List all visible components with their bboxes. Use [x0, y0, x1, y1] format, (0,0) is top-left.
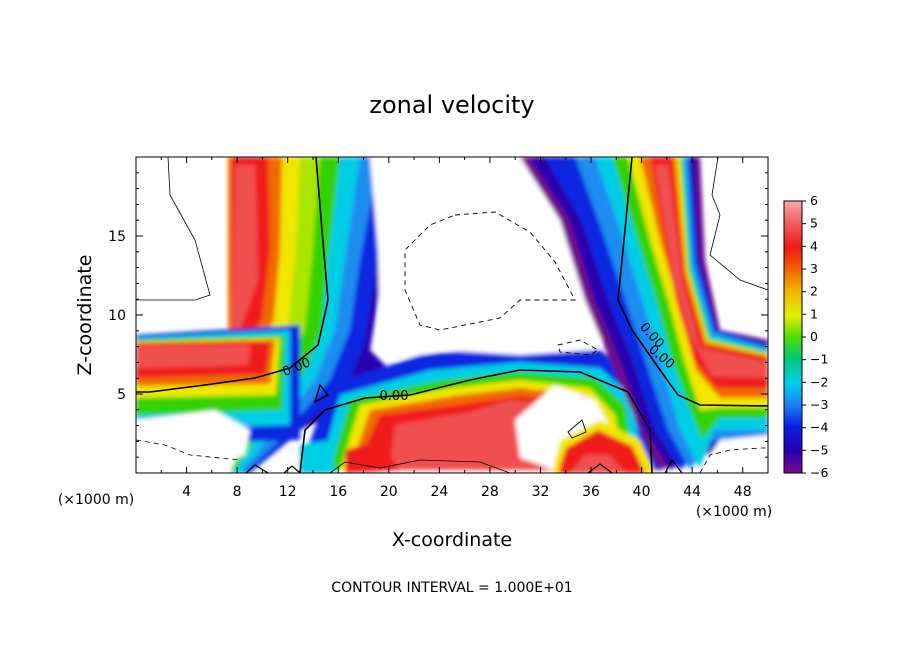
field-band [700, 435, 768, 473]
contour-line [136, 439, 241, 461]
x-tick-label: 40 [633, 484, 651, 500]
colorbar-tick-label: 0 [810, 329, 818, 344]
x-tick-label: 44 [683, 484, 701, 500]
zero-contour [136, 157, 329, 393]
colorbar-tick-label: −3 [810, 397, 828, 412]
x-tick-label: 12 [279, 484, 297, 500]
colorbar-tick-label: −5 [810, 442, 828, 457]
contour-line [709, 157, 768, 291]
field-band [300, 440, 335, 473]
x-tick-label: 24 [430, 484, 448, 500]
colorbar-tick-label: 6 [810, 193, 818, 208]
chart-title: zonal velocity [369, 91, 534, 119]
x-unit-right: (×1000 m) [696, 504, 772, 520]
colorbar-tick-label: 2 [810, 284, 818, 299]
x-tick-label: 4 [182, 484, 191, 500]
x-tick-label: 36 [582, 484, 600, 500]
contour-line [567, 419, 587, 439]
colorbar-tick-label: −1 [810, 352, 828, 367]
field-band [232, 165, 258, 330]
field-band [655, 165, 768, 378]
dashed-contour [404, 211, 576, 331]
y-tick-label: 15 [108, 229, 126, 245]
contour-line [329, 459, 511, 473]
contour-line [283, 465, 301, 473]
x-tick-label: 16 [329, 484, 347, 500]
y-axis-ticks: 5 10 15 [108, 172, 768, 458]
field-white-dome [370, 157, 610, 360]
contour-interval-note: CONTOUR INTERVAL = 1.000E+01 [331, 580, 572, 596]
contour-label: 0.00 [380, 389, 409, 404]
x-tick-label: 28 [481, 484, 499, 500]
y-axis-label: Z-coordinate [74, 255, 96, 376]
colorbar-tick-label: 1 [810, 306, 818, 321]
contour-line [699, 447, 768, 473]
y-tick-label: 5 [117, 387, 126, 403]
y-tick-label: 10 [108, 308, 126, 324]
colorbar-tick-label: −2 [810, 374, 828, 389]
zero-contour [617, 157, 768, 407]
colorbar-tick-label: 3 [810, 261, 818, 276]
field-layer [136, 157, 768, 473]
x-axis-label: X-coordinate [392, 529, 512, 551]
colorbar-tick-label: 5 [810, 216, 818, 231]
zero-contour [299, 369, 653, 473]
contour-line [587, 463, 613, 473]
colorbar-tick-label: 4 [810, 238, 818, 253]
contour-line [313, 383, 330, 404]
contour-line [245, 464, 269, 473]
contour-line [136, 157, 211, 301]
x-tick-label: 48 [734, 484, 752, 500]
colorbar [783, 200, 803, 474]
contour-line [664, 458, 683, 473]
x-unit-left: (×1000 m) [58, 492, 134, 508]
field-band [136, 345, 250, 368]
velocity-field [136, 157, 768, 473]
x-tick-label: 8 [233, 484, 242, 500]
x-tick-label: 32 [532, 484, 550, 500]
colorbar-tick-label: −6 [810, 465, 828, 480]
x-tick-label: 20 [380, 484, 398, 500]
field-band [570, 455, 625, 473]
field-band [136, 450, 240, 473]
contour-line [557, 339, 599, 356]
x-axis-ticks: 4 8 12 16 20 24 28 32 36 40 44 48 [160, 157, 752, 500]
colorbar-ticks: 6 5 4 3 2 1 0 −1 −2 −3 −4 −5 −6 [802, 193, 828, 480]
colorbar-tick-label: −4 [810, 420, 828, 435]
contour-lines [136, 157, 768, 473]
